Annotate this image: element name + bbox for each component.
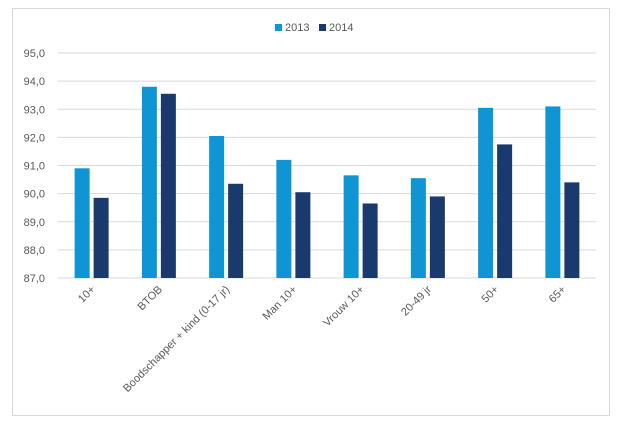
y-tick-label: 89,0	[24, 217, 45, 229]
y-tick-label: 91,0	[24, 161, 45, 173]
y-tick-label: 90,0	[24, 189, 45, 201]
gridlines	[58, 52, 596, 279]
x-tick-label: 10+	[76, 284, 98, 306]
x-tick-label: BTOB	[135, 284, 165, 314]
bar-2013-6	[478, 107, 494, 278]
bar-2014-2	[228, 183, 244, 278]
bar-2013-7	[545, 106, 561, 278]
bar-2013-3	[276, 159, 292, 278]
y-tick-label: 87,0	[24, 273, 45, 285]
y-axis: 87,0 88,0 89,0 90,0 91,0 92,0 93,0 94,0 95,0	[24, 48, 45, 285]
bar-2014-5	[429, 196, 445, 278]
bar-2013-2	[209, 135, 225, 278]
y-tick-label: 93,0	[24, 104, 45, 116]
legend-swatch-2013	[275, 24, 282, 31]
x-tick-label: Man 10+	[261, 284, 300, 323]
bar-2013-1	[141, 86, 157, 278]
x-tick-label: Vrouw 10+	[321, 284, 367, 330]
bar-2013-0	[74, 168, 90, 278]
x-tick-label: 65+	[547, 284, 569, 306]
legend: 2013 2014	[275, 22, 353, 34]
bar-2014-4	[362, 203, 378, 278]
y-tick-label: 95,0	[24, 48, 45, 60]
legend-swatch-2014	[319, 24, 326, 31]
bar-2014-3	[295, 192, 311, 278]
x-tick-label: 50+	[480, 284, 502, 306]
bar-2014-6	[497, 144, 513, 278]
bar-2014-1	[160, 93, 176, 278]
bar-2014-7	[564, 182, 580, 278]
bar-2013-5	[410, 178, 426, 278]
legend-label-2013: 2013	[285, 22, 309, 34]
y-tick-label: 88,0	[24, 245, 45, 257]
bar-2013-4	[343, 175, 359, 278]
bar-2014-0	[93, 197, 109, 278]
legend-label-2014: 2014	[329, 22, 353, 34]
x-tick-label: 20-49 jr	[399, 283, 434, 318]
bars	[74, 86, 580, 278]
y-tick-label: 92,0	[24, 132, 45, 144]
x-tick-label: Boodschapper + kind (0-17 jr)	[121, 284, 232, 395]
y-tick-label: 94,0	[24, 76, 45, 88]
